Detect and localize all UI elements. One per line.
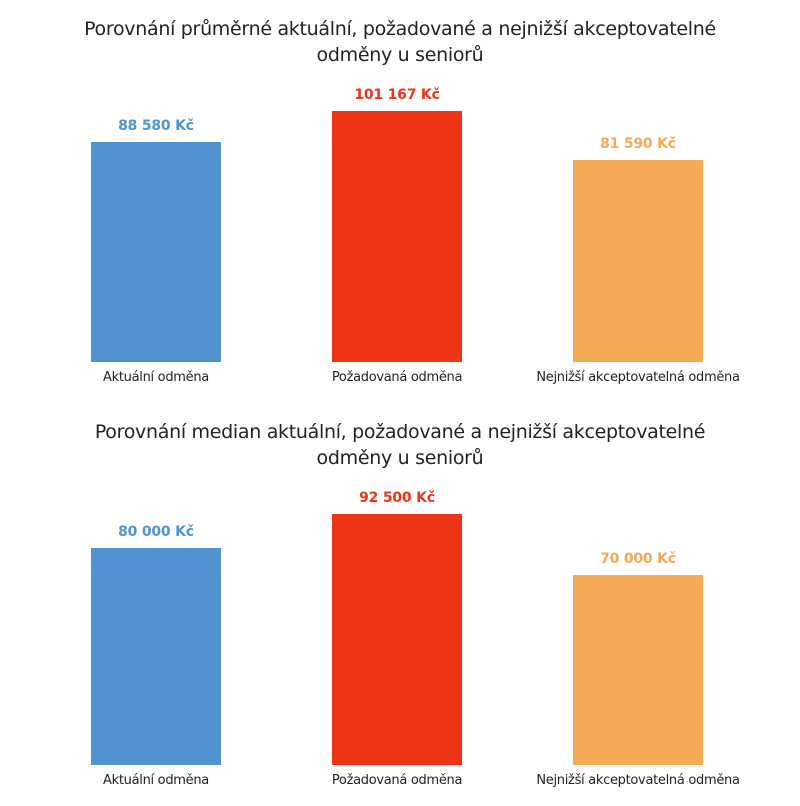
value-label-2: 92 500 Kč: [359, 490, 435, 506]
category-label-1: Aktuální odměna: [103, 370, 209, 385]
value-label-3: 81 590 Kč: [600, 136, 676, 152]
bar-3: [573, 575, 703, 765]
category-label-2: Požadovaná odměna: [331, 773, 463, 788]
value-label-3: 70 000 Kč: [600, 551, 676, 567]
category-label-2: Požadovaná odměna: [331, 370, 463, 385]
category-label-3: Nejnižší akceptovatelná odměna: [536, 773, 740, 788]
bar-1: [91, 548, 221, 765]
value-label-1: 80 000 Kč: [118, 524, 194, 540]
category-label-1: Aktuální odměna: [103, 773, 209, 788]
bar-2: [332, 111, 462, 362]
chart-title: Porovnání průměrné aktuální, požadované …: [0, 16, 800, 68]
chart-title: Porovnání median aktuální, požadované a …: [0, 419, 800, 471]
chart-title-line-1: Porovnání průměrné aktuální, požadované …: [84, 18, 716, 40]
chart-title-line-2: odměny u seniorů: [316, 44, 484, 66]
chart-title-line-2: odměny u seniorů: [316, 447, 484, 469]
bar-1: [91, 142, 221, 362]
bar-2: [332, 514, 462, 765]
bar-3: [573, 160, 703, 362]
chart-title-line-1: Porovnání median aktuální, požadované a …: [94, 421, 706, 443]
value-label-2: 101 167 Kč: [354, 87, 440, 103]
value-label-1: 88 580 Kč: [118, 118, 194, 134]
category-label-3: Nejnižší akceptovatelná odměna: [536, 370, 740, 385]
